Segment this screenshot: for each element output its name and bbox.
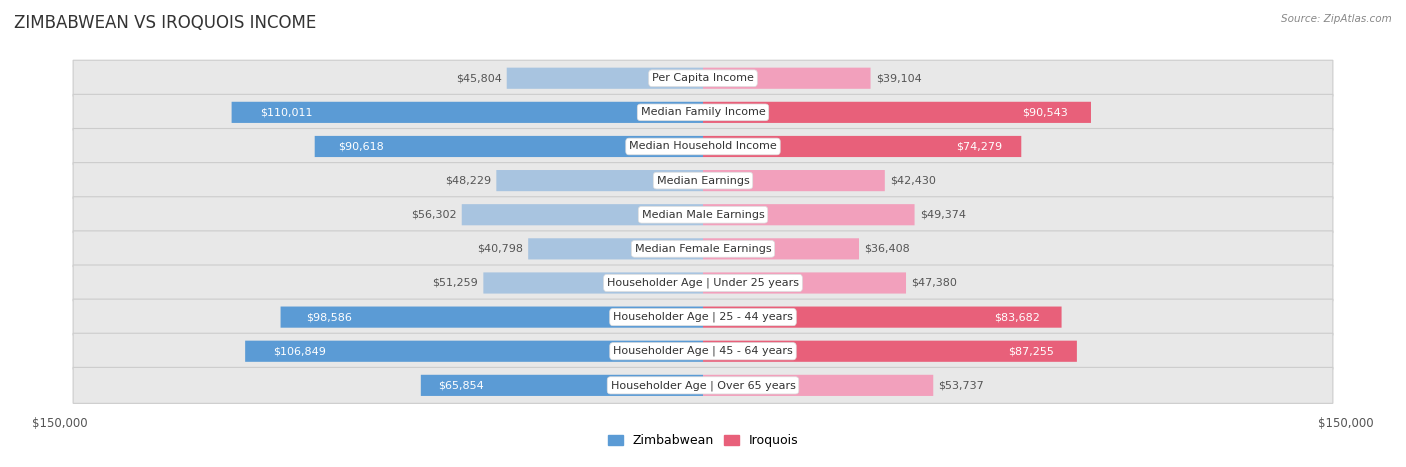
FancyBboxPatch shape xyxy=(703,68,870,89)
FancyBboxPatch shape xyxy=(703,306,1062,328)
FancyBboxPatch shape xyxy=(73,231,1333,267)
FancyBboxPatch shape xyxy=(703,375,934,396)
Text: Median Male Earnings: Median Male Earnings xyxy=(641,210,765,220)
FancyBboxPatch shape xyxy=(281,306,703,328)
Text: $53,737: $53,737 xyxy=(938,380,984,390)
FancyBboxPatch shape xyxy=(73,265,1333,301)
Text: $90,543: $90,543 xyxy=(1022,107,1067,117)
Text: $74,279: $74,279 xyxy=(956,142,1002,151)
FancyBboxPatch shape xyxy=(496,170,703,191)
FancyBboxPatch shape xyxy=(245,340,703,362)
Text: $51,259: $51,259 xyxy=(433,278,478,288)
Text: Householder Age | 45 - 64 years: Householder Age | 45 - 64 years xyxy=(613,346,793,356)
Text: $90,618: $90,618 xyxy=(337,142,384,151)
FancyBboxPatch shape xyxy=(73,299,1333,335)
Text: $48,229: $48,229 xyxy=(446,176,491,185)
FancyBboxPatch shape xyxy=(703,136,1021,157)
Text: Median Household Income: Median Household Income xyxy=(628,142,778,151)
Text: $45,804: $45,804 xyxy=(456,73,502,83)
FancyBboxPatch shape xyxy=(73,197,1333,233)
Text: $106,849: $106,849 xyxy=(273,346,326,356)
FancyBboxPatch shape xyxy=(420,375,703,396)
FancyBboxPatch shape xyxy=(315,136,703,157)
Text: $83,682: $83,682 xyxy=(994,312,1040,322)
Text: Householder Age | Under 25 years: Householder Age | Under 25 years xyxy=(607,278,799,288)
Text: $98,586: $98,586 xyxy=(307,312,352,322)
Text: Householder Age | Over 65 years: Householder Age | Over 65 years xyxy=(610,380,796,390)
Text: Householder Age | 25 - 44 years: Householder Age | 25 - 44 years xyxy=(613,312,793,322)
Text: $56,302: $56,302 xyxy=(411,210,457,220)
Text: $47,380: $47,380 xyxy=(911,278,957,288)
FancyBboxPatch shape xyxy=(73,163,1333,198)
FancyBboxPatch shape xyxy=(703,170,884,191)
Text: $87,255: $87,255 xyxy=(1008,346,1054,356)
FancyBboxPatch shape xyxy=(529,238,703,260)
FancyBboxPatch shape xyxy=(703,204,914,225)
Text: ZIMBABWEAN VS IROQUOIS INCOME: ZIMBABWEAN VS IROQUOIS INCOME xyxy=(14,14,316,32)
FancyBboxPatch shape xyxy=(73,60,1333,96)
FancyBboxPatch shape xyxy=(461,204,703,225)
FancyBboxPatch shape xyxy=(73,94,1333,130)
Text: $110,011: $110,011 xyxy=(260,107,312,117)
Legend: Zimbabwean, Iroquois: Zimbabwean, Iroquois xyxy=(607,434,799,447)
Text: $40,798: $40,798 xyxy=(477,244,523,254)
Text: Median Family Income: Median Family Income xyxy=(641,107,765,117)
FancyBboxPatch shape xyxy=(73,368,1333,403)
FancyBboxPatch shape xyxy=(703,238,859,260)
Text: $49,374: $49,374 xyxy=(920,210,966,220)
FancyBboxPatch shape xyxy=(703,340,1077,362)
Text: Median Female Earnings: Median Female Earnings xyxy=(634,244,772,254)
FancyBboxPatch shape xyxy=(506,68,703,89)
Text: $36,408: $36,408 xyxy=(865,244,910,254)
Text: $39,104: $39,104 xyxy=(876,73,921,83)
FancyBboxPatch shape xyxy=(232,102,703,123)
Text: Median Earnings: Median Earnings xyxy=(657,176,749,185)
FancyBboxPatch shape xyxy=(703,102,1091,123)
Text: $42,430: $42,430 xyxy=(890,176,936,185)
Text: $65,854: $65,854 xyxy=(437,380,484,390)
FancyBboxPatch shape xyxy=(73,333,1333,369)
FancyBboxPatch shape xyxy=(73,128,1333,164)
Text: Per Capita Income: Per Capita Income xyxy=(652,73,754,83)
FancyBboxPatch shape xyxy=(484,272,703,294)
Text: Source: ZipAtlas.com: Source: ZipAtlas.com xyxy=(1281,14,1392,24)
FancyBboxPatch shape xyxy=(703,272,905,294)
